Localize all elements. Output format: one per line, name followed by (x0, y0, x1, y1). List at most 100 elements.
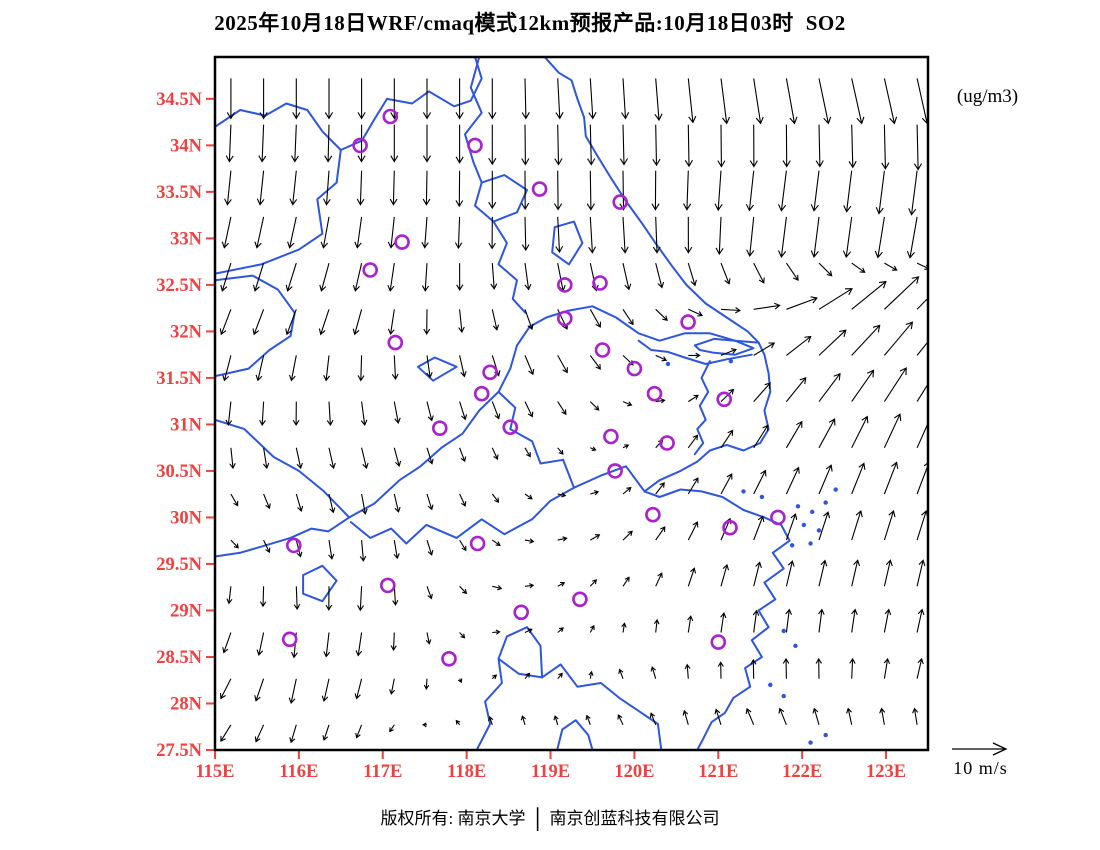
wind-arrow (455, 719, 461, 726)
wind-legend-label: 10 m/s (953, 758, 1008, 778)
wind-arrow (423, 678, 430, 690)
wind-arrow (846, 707, 853, 725)
island-dot (833, 487, 838, 492)
wind-arrow (491, 401, 501, 420)
wind-arrow (818, 372, 841, 402)
boundary-line (475, 657, 663, 750)
y-axis-tick-label: 29N (170, 601, 203, 621)
wind-arrow (688, 394, 699, 403)
wind-arrow (491, 309, 500, 331)
station-marker (626, 360, 643, 377)
wind-arrow (221, 216, 232, 249)
boundary-line (643, 341, 791, 750)
wind-arrow (651, 170, 660, 211)
wind-arrow (687, 477, 699, 495)
wind-arrow (328, 447, 336, 470)
station-marker (382, 108, 399, 125)
wind-arrow (359, 540, 367, 562)
wind-arrow (916, 415, 928, 449)
wind-arrow (354, 678, 363, 700)
wind-arrow (745, 707, 755, 726)
wind-arrow (785, 513, 798, 541)
wind-arrow (650, 666, 657, 679)
wind-arrow (393, 401, 401, 424)
x-axis-tick-label: 118E (447, 762, 486, 782)
wind-arrow (849, 657, 856, 679)
wind-arrow (684, 663, 691, 679)
wind-arrow (391, 355, 399, 381)
island-dot (781, 693, 786, 699)
wind-arrow (258, 124, 267, 163)
wind-arrow (557, 401, 567, 416)
wind-arrow (916, 657, 924, 679)
x-axis-tick-label: 116E (279, 762, 318, 782)
wind-arrow (687, 521, 699, 541)
wind-arrow (617, 714, 624, 726)
wind-arrow (812, 707, 820, 725)
wind-arrow (426, 493, 434, 511)
station-marker (281, 631, 298, 648)
title-text: 2025年10月18日WRF/cmaq模式12km预报产品:10月18日03时 (214, 11, 794, 35)
wind-arrow (355, 632, 363, 657)
wind-arrow (912, 707, 919, 725)
wind-arrow (222, 632, 232, 654)
wind-arrow (360, 401, 368, 427)
wind-arrow (883, 413, 902, 449)
wind-arrow (390, 632, 397, 652)
wind-arrow (916, 340, 928, 356)
y-axis-tick-label: 27.5N (156, 741, 202, 761)
wind-arrow (457, 678, 463, 684)
y-axis-tick-label: 28.5N (156, 648, 202, 668)
boundary-line (302, 564, 338, 603)
wind-arrow (786, 335, 812, 356)
wind-arrow (588, 670, 594, 679)
boundary-line (693, 337, 755, 356)
wind-arrow (292, 78, 301, 120)
wind-arrow (521, 78, 530, 120)
wind-arrow (220, 262, 232, 292)
station-marker (431, 420, 448, 437)
wind-arrow (490, 263, 498, 290)
wind-arrow (295, 493, 304, 513)
wind-legend-arrow-icon (952, 742, 1008, 756)
wind-arrow (883, 78, 898, 125)
y-axis-tick-label: 32.5N (156, 276, 202, 296)
wind-arrow (883, 509, 896, 541)
wind-arrow (225, 401, 233, 427)
wind-arrow (883, 657, 891, 679)
wind-arrow (492, 585, 503, 591)
wind-arrow (319, 262, 330, 292)
wind-arrow (851, 559, 861, 587)
unit-label: (ug/m3) (956, 86, 1019, 107)
wind-arrow (459, 493, 467, 507)
wind-arrow (655, 398, 666, 404)
boundary-line (543, 57, 760, 344)
wind-arrow (753, 469, 767, 495)
wind-arrow (810, 216, 820, 258)
station-marker (467, 137, 483, 154)
wind-arrow (492, 629, 501, 635)
wind-arrow (588, 78, 597, 120)
wind-arrow (815, 657, 822, 679)
wind-arrow (655, 482, 665, 495)
wind-arrow (263, 539, 271, 554)
island-dot (823, 500, 828, 505)
wind-arrow (753, 262, 765, 284)
wind-arrow (288, 355, 297, 382)
station-marker (482, 364, 498, 381)
page-title: 2025年10月18日WRF/cmaq模式12km预报产品:10月18日03时 S… (0, 7, 1060, 37)
station-markers (281, 108, 786, 667)
wind-arrow (524, 493, 533, 500)
wind-arrow (361, 493, 368, 515)
wind-arrow (491, 539, 501, 547)
wind-arrow (720, 388, 735, 402)
wind-arrow (749, 124, 758, 168)
wind-arrow (426, 401, 434, 422)
wind-arrow (746, 216, 755, 258)
station-marker (645, 506, 661, 523)
wind-arrow (355, 724, 363, 739)
wind-arrow (521, 216, 530, 252)
wind-arrow (916, 608, 925, 633)
